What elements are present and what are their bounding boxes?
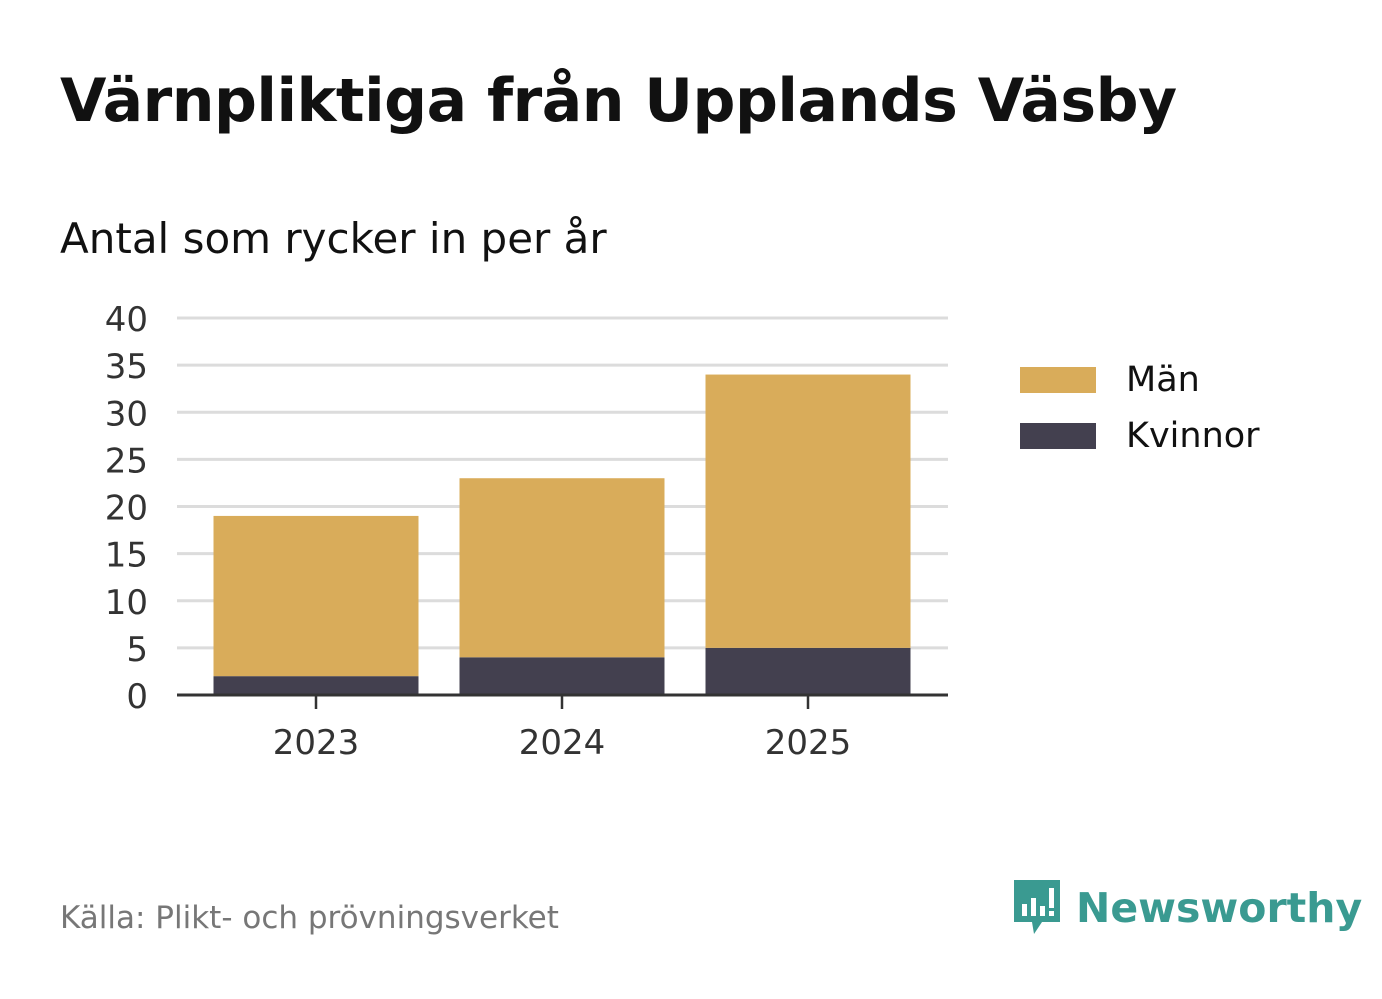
legend-label-kvinnor: Kvinnor [1126, 416, 1260, 456]
y-tick-label: 30 [105, 394, 148, 434]
bar-kvinnor-2023 [213, 676, 419, 695]
bar-man-2023 [213, 515, 419, 677]
chart-title: Värnpliktiga från Upplands Väsby [60, 66, 1177, 136]
y-tick-label: 35 [105, 347, 148, 387]
legend-label-man: Män [1126, 360, 1200, 400]
y-tick-label: 40 [105, 300, 148, 340]
legend-swatch-kvinnor [1020, 423, 1096, 449]
legend-item-kvinnor: Kvinnor [1020, 408, 1260, 464]
legend-item-man: Män [1020, 352, 1260, 408]
legend: Män Kvinnor [1020, 352, 1260, 464]
chart-subtitle: Antal som rycker in per år [60, 214, 607, 263]
brand-name: Newsworthy [1076, 884, 1363, 932]
y-tick-label: 15 [105, 536, 148, 576]
y-tick-label: 5 [126, 630, 148, 670]
legend-swatch-man [1020, 367, 1096, 393]
y-tick-label: 0 [126, 677, 148, 717]
y-tick-label: 25 [105, 441, 148, 481]
x-tick-label: 2024 [519, 723, 606, 763]
bar-kvinnor-2024 [459, 657, 665, 695]
y-tick-label: 10 [105, 583, 148, 623]
bars [213, 374, 911, 695]
brand-logo: Newsworthy [1010, 876, 1362, 940]
x-tick-label: 2025 [765, 723, 852, 763]
x-tick-label: 2023 [273, 723, 360, 763]
source-note: Källa: Plikt- och prövningsverket [60, 900, 559, 936]
bar-kvinnor-2025 [705, 647, 911, 695]
bar-man-2025 [705, 374, 911, 648]
y-tick-label: 20 [105, 489, 148, 529]
newsworthy-logo-icon [1014, 880, 1060, 934]
bar-man-2024 [459, 478, 665, 658]
